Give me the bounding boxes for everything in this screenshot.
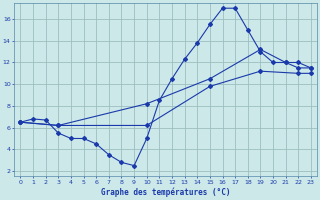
X-axis label: Graphe des températures (°C): Graphe des températures (°C)	[101, 188, 230, 197]
